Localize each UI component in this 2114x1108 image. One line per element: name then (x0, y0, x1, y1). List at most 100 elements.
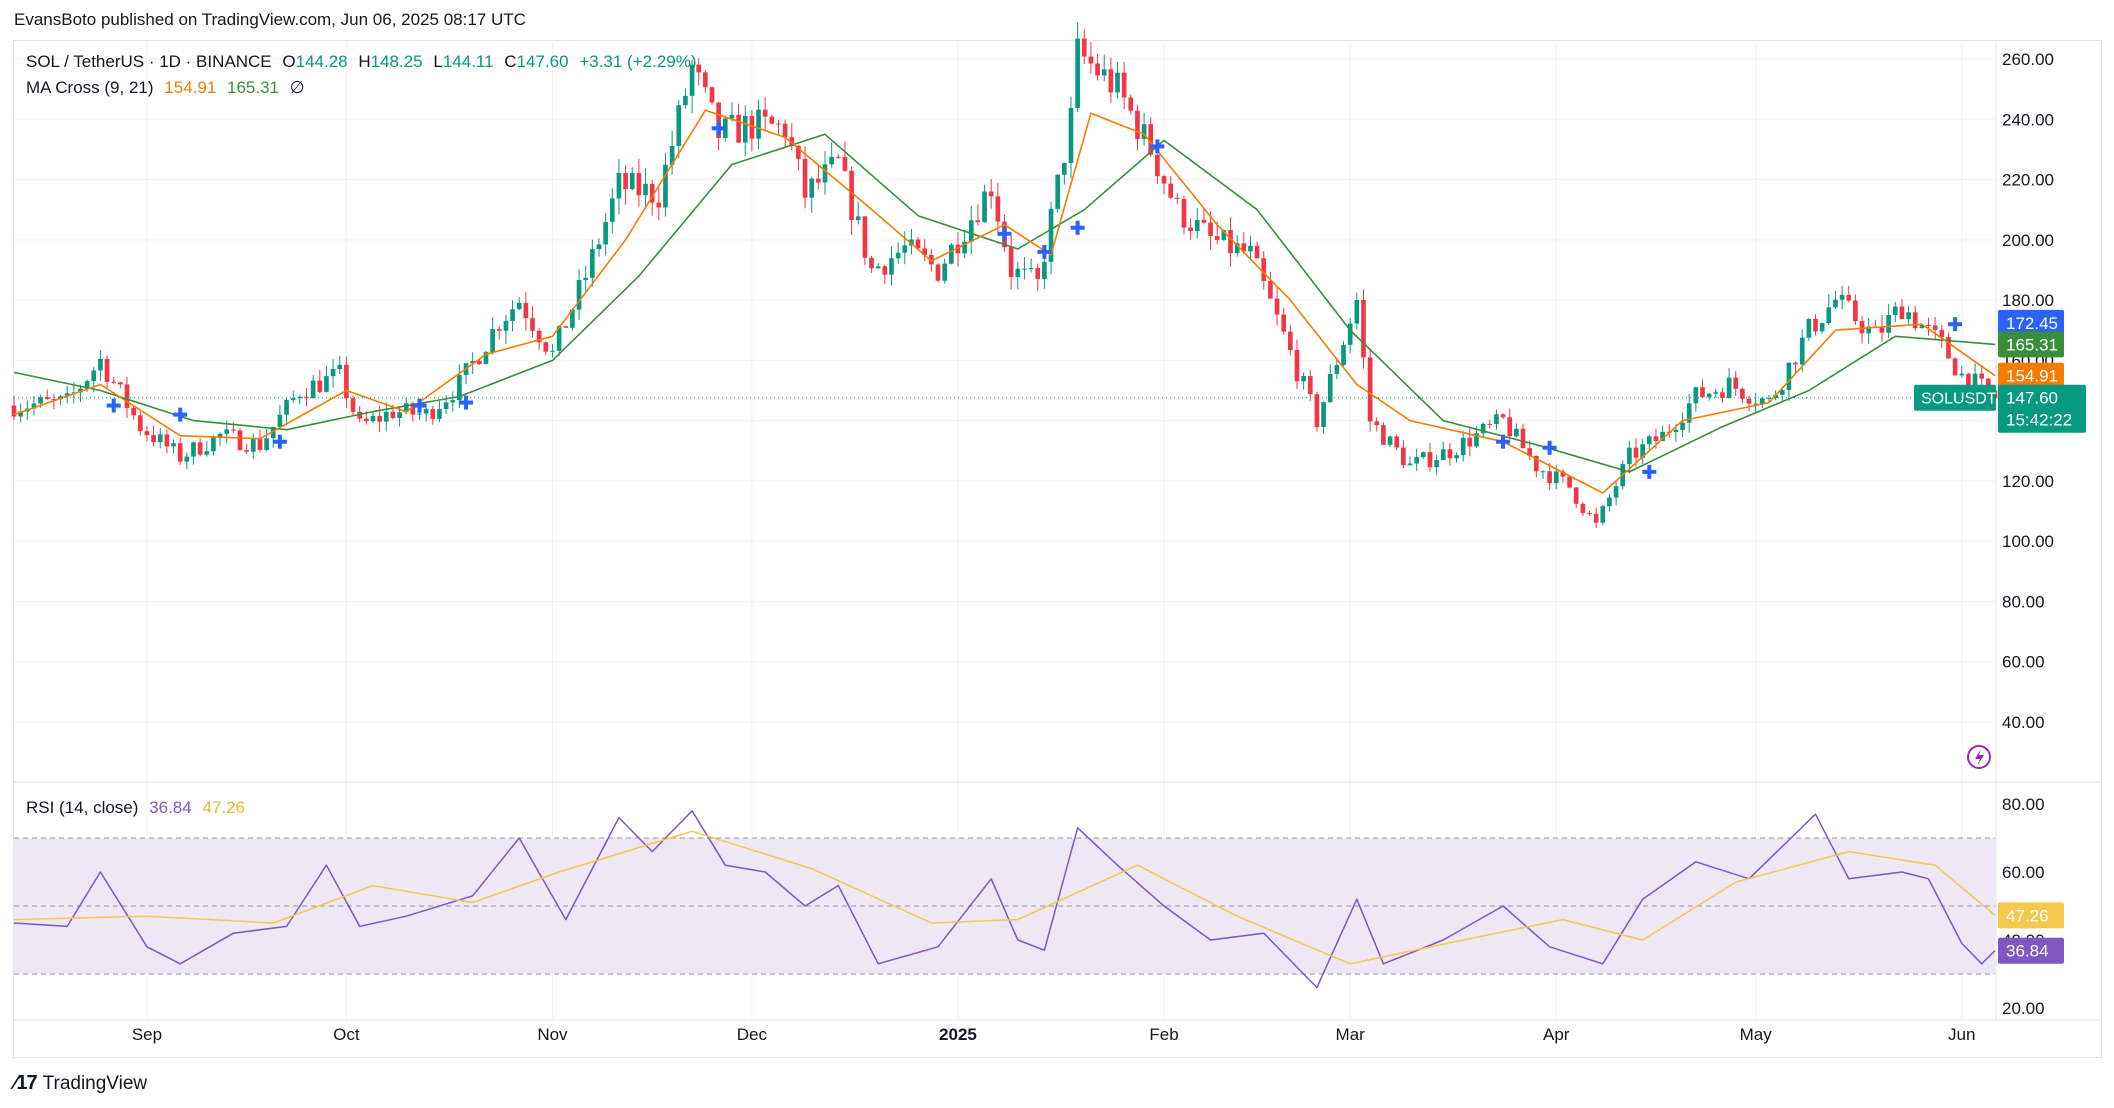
candle-body (1819, 323, 1825, 332)
candle-body (663, 164, 668, 208)
candle-body (18, 411, 23, 417)
candle (330, 359, 336, 388)
candle (643, 168, 648, 209)
candle-body (197, 442, 203, 455)
price-tick-label: 120.00 (2002, 472, 2054, 491)
candle-body (124, 384, 130, 408)
candle (689, 60, 695, 114)
candle-body (324, 376, 329, 392)
ma-fast-value: 154.91 (164, 78, 217, 97)
candle (742, 105, 748, 157)
candle (982, 184, 987, 223)
ma-cross-legend[interactable]: MA Cross (9, 21) 154.91 165.31 ∅ (26, 78, 311, 98)
candle-body (1474, 433, 1479, 447)
candle (523, 292, 529, 332)
candle-body (1753, 403, 1759, 405)
candle-body (1673, 429, 1679, 433)
tradingview-logo[interactable]: ⁄17 TradingView (14, 1072, 147, 1095)
candle (118, 381, 123, 389)
candle (1573, 487, 1579, 509)
candle-body (1387, 436, 1393, 445)
candle-body (1700, 387, 1705, 398)
candle (78, 384, 83, 402)
candle (1307, 369, 1313, 401)
candle-body (1454, 455, 1459, 459)
candle-body (1540, 471, 1546, 473)
candle-body (1354, 299, 1360, 324)
candle (1381, 422, 1386, 446)
candle-body (1314, 394, 1320, 428)
rsi-ma-value: 47.26 (202, 798, 245, 817)
ma-fast-badge: 154.91 (1998, 362, 2064, 389)
candle-body (1813, 318, 1818, 332)
candle-body (649, 183, 655, 203)
candle-body (609, 198, 615, 222)
candle (51, 393, 57, 410)
candle (1926, 317, 1931, 336)
candle-body (1161, 176, 1167, 184)
candle-body (11, 405, 17, 417)
candle-body (1268, 280, 1273, 299)
candle-body (849, 170, 854, 221)
candle-body (530, 318, 535, 331)
candle (423, 405, 429, 422)
candle (583, 265, 589, 294)
candle-body (191, 442, 196, 457)
candle-body (909, 239, 914, 246)
candle-body (1467, 437, 1473, 447)
candle-body (603, 221, 608, 245)
symbol-legend: SOL / TetherUS · 1D · BINANCE O144.28 H1… (26, 52, 703, 72)
candle-body (1188, 227, 1193, 232)
candle (104, 355, 110, 389)
candle-body (1447, 449, 1453, 459)
candle-body (789, 137, 795, 146)
candle-body (822, 164, 828, 183)
candle (1454, 452, 1459, 463)
candle (350, 395, 356, 417)
candle-body (417, 413, 422, 415)
candle (383, 402, 389, 432)
cross-marker-v (1002, 226, 1007, 241)
candle-body (988, 191, 994, 197)
symbol-name: SOL / TetherUS · 1D · BINANCE (26, 52, 272, 71)
candle-body (1786, 362, 1792, 390)
candle-body (736, 114, 741, 143)
cross-marker-v (417, 398, 422, 413)
candle-body (496, 329, 502, 331)
candle (1141, 112, 1147, 146)
candle-body (1613, 486, 1619, 498)
candle (131, 406, 136, 420)
candle (922, 239, 928, 262)
candle (496, 326, 502, 340)
candle (310, 374, 316, 399)
rsi-legend[interactable]: RSI (14, close) 36.84 47.26 (26, 798, 251, 818)
candle (835, 154, 841, 160)
candle (450, 391, 456, 412)
candle (44, 389, 50, 400)
candle-body (1214, 236, 1220, 240)
cross-marker-v (1547, 440, 1552, 455)
ma-cross-price-badge: 172.45 (1998, 309, 2064, 336)
candle (1301, 372, 1306, 390)
candle-body (802, 158, 808, 198)
candle-body (769, 116, 775, 124)
candle-body (1826, 307, 1832, 324)
last-price-badge-text: 147.60 (2006, 389, 2058, 408)
candle (1440, 441, 1446, 461)
candle-body (270, 426, 276, 439)
candle (590, 239, 595, 287)
candle (58, 394, 63, 405)
candle-body (377, 415, 382, 422)
candle-body (1301, 376, 1306, 382)
candle-body (1939, 329, 1945, 337)
candle (1932, 316, 1938, 340)
candle-body (643, 183, 648, 196)
candle (536, 328, 542, 350)
candle-body (1068, 107, 1074, 163)
candle (1627, 440, 1632, 474)
candle-body (975, 220, 981, 223)
candle-body (1201, 219, 1207, 223)
candle (822, 151, 828, 195)
candle (1487, 419, 1493, 429)
